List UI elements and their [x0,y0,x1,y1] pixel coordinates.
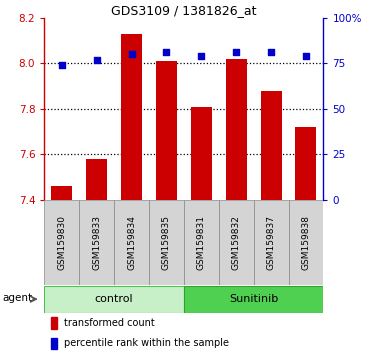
Text: GSM159830: GSM159830 [57,215,66,270]
Bar [114,200,149,285]
Bar [219,200,254,285]
Point [163,50,169,55]
Point [198,53,204,59]
Text: GSM159831: GSM159831 [197,215,206,270]
Point [268,50,274,55]
Bar [149,200,184,285]
Text: agent: agent [2,293,32,303]
Point [233,50,239,55]
Bar [86,159,107,200]
Bar [226,59,247,200]
Text: GSM159832: GSM159832 [232,215,241,270]
Bar [44,200,79,285]
Text: control: control [95,293,133,304]
Bar [261,91,281,200]
Bar [51,186,72,200]
Text: GSM159837: GSM159837 [266,215,276,270]
Bar [184,286,323,313]
Bar [184,200,219,285]
Bar [288,200,323,285]
Text: transformed count: transformed count [64,318,155,328]
Bar [121,34,142,200]
Text: Sunitinib: Sunitinib [229,293,278,304]
Bar [191,107,212,200]
Title: GDS3109 / 1381826_at: GDS3109 / 1381826_at [111,4,256,17]
Text: GSM159838: GSM159838 [301,215,310,270]
Text: GSM159833: GSM159833 [92,215,101,270]
Text: GSM159835: GSM159835 [162,215,171,270]
Point [59,62,65,68]
Bar [51,317,57,329]
Bar [156,61,177,200]
Point [129,51,135,57]
Bar [44,286,184,313]
Text: GSM159834: GSM159834 [127,215,136,270]
Bar [79,200,114,285]
Point [303,53,309,59]
Point [94,57,100,62]
Bar [254,200,288,285]
Bar [51,338,57,349]
Bar [296,127,316,200]
Text: percentile rank within the sample: percentile rank within the sample [64,338,229,348]
